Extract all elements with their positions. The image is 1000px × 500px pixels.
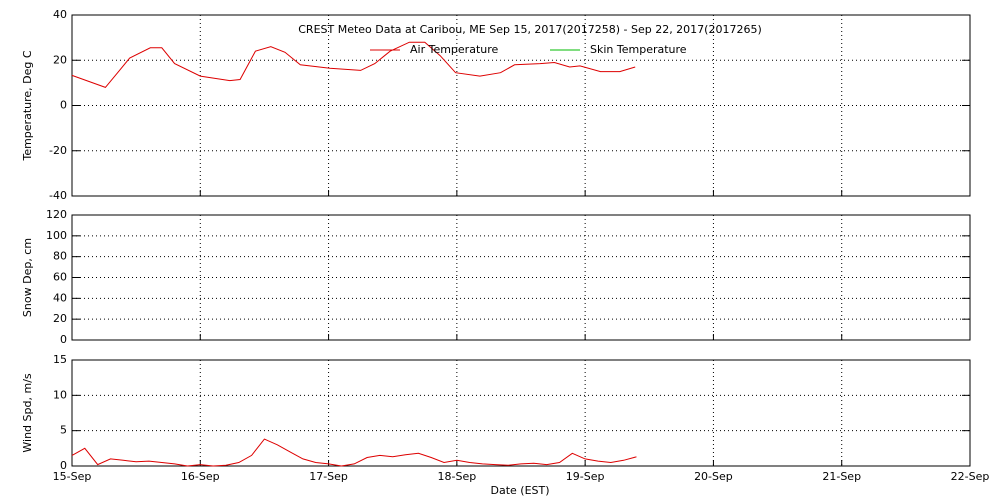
x-axis-label: Date (EST) xyxy=(490,484,549,497)
plot-frame xyxy=(71,359,971,467)
x-tick-label: 17-Sep xyxy=(309,470,348,483)
y-tick-label: 120 xyxy=(46,208,67,221)
y-tick-label: 40 xyxy=(53,291,67,304)
x-tick-label: 21-Sep xyxy=(822,470,861,483)
y-axis-label: Snow Dep, cm xyxy=(21,238,34,317)
y-tick-label: 0 xyxy=(60,459,67,472)
x-tick-label: 16-Sep xyxy=(181,470,220,483)
y-tick-label: 5 xyxy=(60,424,67,437)
x-tick-label: 18-Sep xyxy=(438,470,477,483)
data-line xyxy=(71,41,636,88)
x-tick-label: 15-Sep xyxy=(53,470,92,483)
y-axis-label: Temperature, Deg C xyxy=(21,50,34,161)
y-axis-label: Wind Spd, m/s xyxy=(21,373,34,453)
y-tick-label: 15 xyxy=(53,353,67,366)
x-tick-label: 20-Sep xyxy=(694,470,733,483)
y-tick-label: 60 xyxy=(53,271,67,284)
y-tick-label: 40 xyxy=(53,8,67,21)
y-tick-label: 0 xyxy=(60,99,67,112)
legend-label: Skin Temperature xyxy=(590,43,687,56)
legend-label: Air Temperature xyxy=(410,43,499,56)
y-tick-label: 20 xyxy=(53,53,67,66)
y-tick-label: 100 xyxy=(46,229,67,242)
y-tick-label: 0 xyxy=(60,333,67,346)
x-tick-label: 19-Sep xyxy=(566,470,605,483)
y-tick-label: 10 xyxy=(53,388,67,401)
y-tick-label: -20 xyxy=(49,144,67,157)
data-line xyxy=(71,438,637,467)
y-tick-label: -40 xyxy=(49,189,67,202)
y-tick-label: 20 xyxy=(53,312,67,325)
y-tick-label: 80 xyxy=(53,250,67,263)
chart-title: CREST Meteo Data at Caribou, ME Sep 15, … xyxy=(298,23,762,36)
x-tick-label: 22-Sep xyxy=(951,470,990,483)
